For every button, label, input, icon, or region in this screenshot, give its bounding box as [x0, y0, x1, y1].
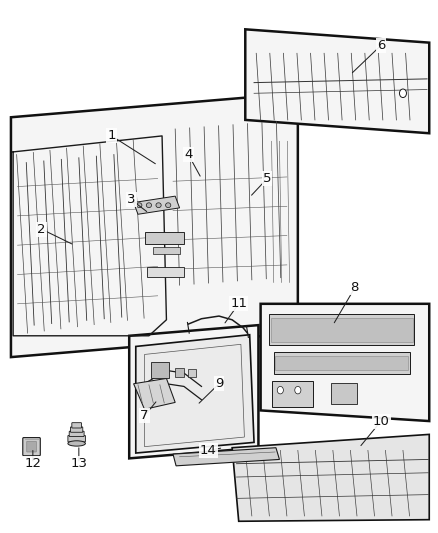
Polygon shape	[232, 434, 429, 521]
Polygon shape	[173, 448, 279, 466]
Polygon shape	[11, 93, 298, 357]
Text: 9: 9	[215, 377, 223, 390]
Bar	[274, 352, 410, 374]
Bar	[272, 381, 313, 407]
Text: 3: 3	[127, 193, 136, 206]
Text: 2: 2	[37, 223, 46, 236]
Bar	[331, 383, 357, 404]
Circle shape	[295, 386, 301, 394]
Polygon shape	[134, 196, 180, 214]
Bar	[188, 369, 196, 377]
Text: 11: 11	[230, 297, 247, 310]
FancyBboxPatch shape	[71, 427, 83, 432]
Bar	[151, 362, 169, 378]
Text: 8: 8	[350, 281, 359, 294]
Polygon shape	[129, 325, 258, 458]
Ellipse shape	[156, 203, 161, 208]
Polygon shape	[136, 335, 254, 453]
Ellipse shape	[166, 203, 171, 208]
Text: 7: 7	[140, 409, 149, 422]
Ellipse shape	[146, 203, 152, 208]
Bar	[175, 368, 184, 377]
Text: 4: 4	[184, 148, 193, 161]
Text: 14: 14	[200, 444, 216, 457]
Bar	[275, 356, 408, 370]
FancyBboxPatch shape	[27, 441, 36, 452]
FancyBboxPatch shape	[69, 431, 84, 437]
Bar	[147, 266, 184, 277]
Ellipse shape	[68, 441, 85, 446]
Text: 10: 10	[373, 415, 389, 427]
Bar	[153, 247, 180, 254]
Bar	[271, 318, 413, 342]
Polygon shape	[245, 29, 429, 133]
Text: 12: 12	[25, 457, 41, 470]
Text: 5: 5	[263, 172, 272, 185]
Circle shape	[399, 89, 406, 98]
Bar	[269, 314, 414, 345]
Polygon shape	[261, 304, 429, 421]
Circle shape	[277, 386, 283, 394]
Polygon shape	[134, 378, 175, 409]
FancyBboxPatch shape	[68, 435, 85, 442]
Text: 1: 1	[107, 130, 116, 142]
FancyBboxPatch shape	[72, 423, 81, 428]
Text: 13: 13	[71, 457, 87, 470]
Text: 6: 6	[377, 39, 385, 52]
Ellipse shape	[137, 203, 142, 208]
Bar	[145, 232, 184, 244]
FancyBboxPatch shape	[23, 438, 40, 456]
